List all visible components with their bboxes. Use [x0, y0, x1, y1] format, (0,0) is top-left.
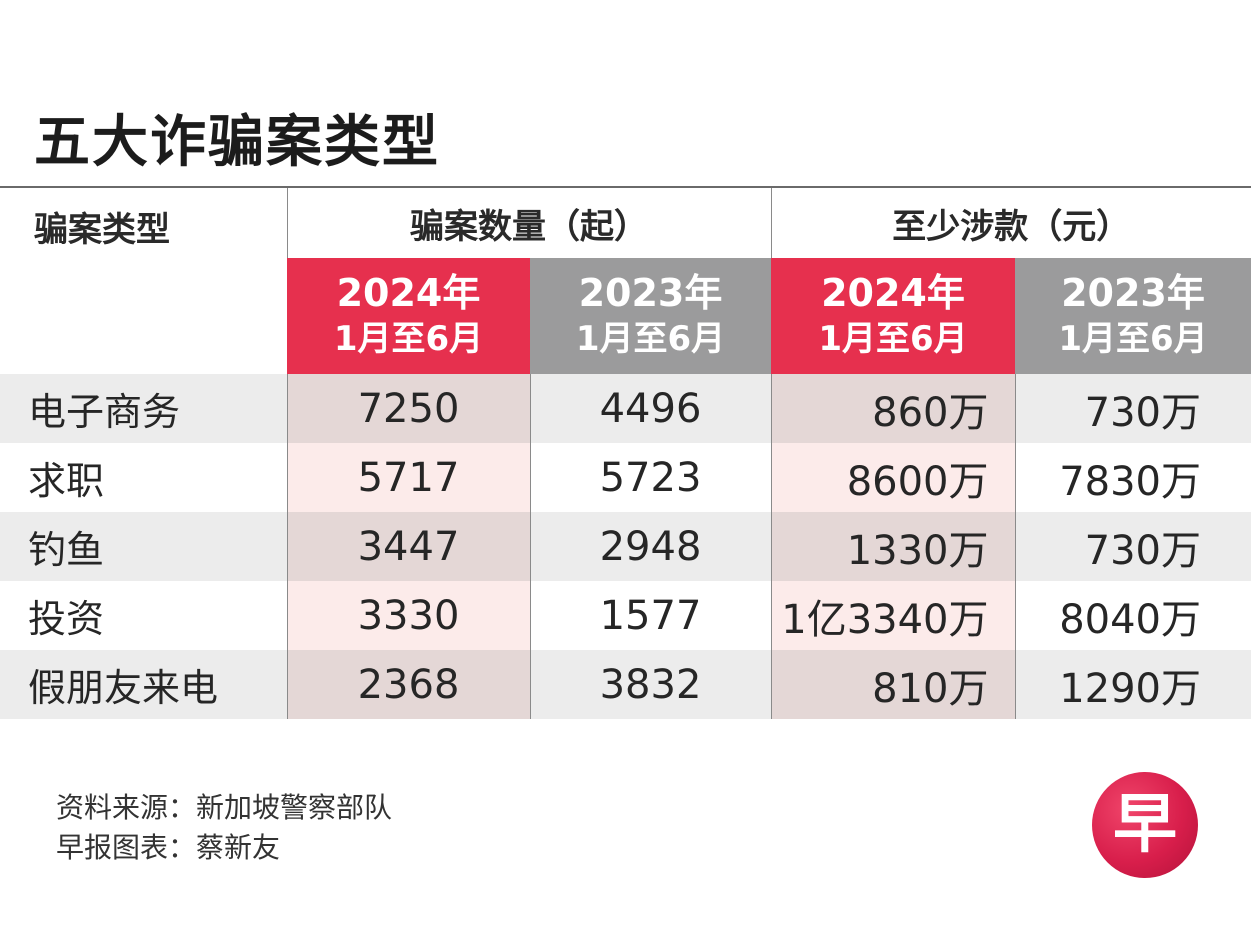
cell-amount-2024: 1亿3340万: [770, 581, 1015, 650]
period-header-row: 2024年 1月至6月 2023年 1月至6月 2024年 1月至6月 2023…: [0, 258, 1251, 374]
cell-amount-2023: 1290万: [1014, 650, 1251, 719]
source-line: 资料来源：新加坡警察部队: [56, 791, 393, 824]
footer-credits: 资料来源：新加坡警察部队 早报图表：蔡新友: [56, 788, 392, 868]
period-year: 2024年: [336, 271, 481, 315]
period-year: 2023年: [578, 271, 723, 315]
cell-cases-2024: 3330: [286, 581, 530, 650]
period-header-amount-2023: 2023年 1月至6月: [1015, 258, 1251, 374]
period-year: 2024年: [821, 271, 965, 315]
row-type-label: 电子商务: [0, 374, 287, 443]
column-group-amount: 至少涉款（元）: [770, 186, 1251, 258]
period-header-amount-2024: 2024年 1月至6月: [771, 258, 1015, 374]
period-year: 2023年: [1061, 271, 1205, 315]
cell-cases-2024: 3447: [286, 512, 530, 581]
cell-amount-2023: 8040万: [1014, 581, 1251, 650]
period-range: 1月至6月: [1058, 319, 1208, 359]
column-header-type: 骗案类型: [0, 186, 287, 374]
zaobao-logo-mark: 早: [1113, 788, 1177, 862]
cell-amount-2024: 8600万: [770, 443, 1015, 512]
cell-amount-2023: 7830万: [1014, 443, 1251, 512]
cell-amount-2024: 860万: [770, 374, 1015, 443]
cell-amount-2023: 730万: [1014, 374, 1251, 443]
row-type-label: 求职: [0, 443, 287, 512]
cell-cases-2023: 2948: [529, 512, 771, 581]
period-header-count-2024: 2024年 1月至6月: [287, 258, 530, 374]
cell-cases-2023: 1577: [529, 581, 771, 650]
table-row: 求职 5717 5723 8600万 7830万: [0, 443, 1251, 512]
cell-cases-2023: 5723: [529, 443, 771, 512]
row-type-label: 钓鱼: [0, 512, 287, 581]
cell-cases-2024: 7250: [286, 374, 530, 443]
row-type-label: 假朋友来电: [0, 650, 287, 719]
table-row: 钓鱼 3447 2948 1330万 730万: [0, 512, 1251, 581]
cell-amount-2024: 810万: [770, 650, 1015, 719]
cell-cases-2024: 5717: [286, 443, 530, 512]
table-row: 假朋友来电 2368 3832 810万 1290万: [0, 650, 1251, 719]
table-header-row: 骗案类型 骗案数量（起） 至少涉款（元）: [0, 186, 1251, 374]
credit-line: 早报图表：蔡新友: [56, 831, 281, 864]
period-range: 1月至6月: [818, 319, 968, 359]
table-row: 电子商务 7250 4496 860万 730万: [0, 374, 1251, 443]
cell-amount-2023: 730万: [1014, 512, 1251, 581]
zaobao-logo-glyph: 早: [1113, 788, 1177, 862]
period-range: 1月至6月: [575, 319, 726, 359]
cell-cases-2023: 4496: [529, 374, 771, 443]
column-group-count: 骗案数量（起）: [286, 186, 771, 258]
table-row: 投资 3330 1577 1亿3340万 8040万: [0, 581, 1251, 650]
fraud-table: 骗案类型 骗案数量（起） 至少涉款（元） 2024年 1月至6月 2023年 1…: [0, 186, 1251, 719]
row-type-label: 投资: [0, 581, 287, 650]
zaobao-logo: 早: [1092, 772, 1198, 878]
page-title: 五大诈骗案类型: [34, 110, 440, 175]
period-header-count-2023: 2023年 1月至6月: [530, 258, 771, 374]
cell-cases-2023: 3832: [529, 650, 771, 719]
period-range: 1月至6月: [333, 319, 484, 359]
cell-amount-2024: 1330万: [770, 512, 1015, 581]
cell-cases-2024: 2368: [286, 650, 530, 719]
